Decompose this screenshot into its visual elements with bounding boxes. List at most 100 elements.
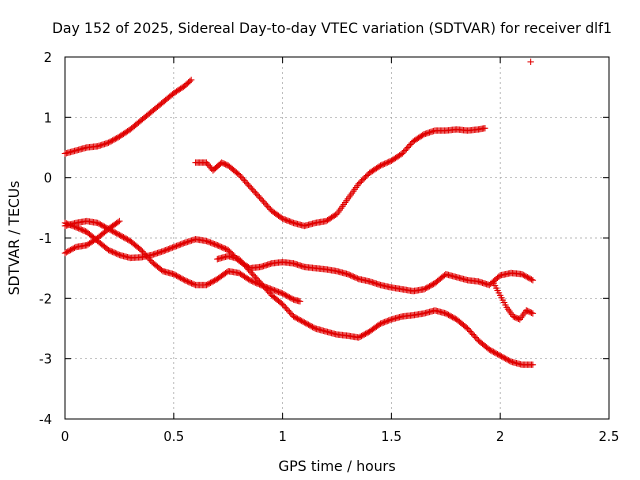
y-tick-label: 1 <box>44 111 52 126</box>
plus-marker <box>358 332 365 340</box>
plus-marker <box>347 272 354 279</box>
plus-marker <box>261 200 269 207</box>
y-tick-label: 0 <box>44 172 52 187</box>
plus-marker <box>249 278 256 285</box>
plus-marker <box>350 273 357 280</box>
plus-marker <box>98 221 105 229</box>
plus-marker <box>400 148 407 156</box>
series-d <box>61 219 537 295</box>
plus-marker <box>362 330 369 337</box>
plus-marker <box>358 177 365 185</box>
plus-marker <box>182 277 190 285</box>
plus-marker <box>495 351 503 359</box>
plus-marker <box>95 220 103 227</box>
plus-marker <box>283 305 290 313</box>
plus-marker <box>163 246 171 253</box>
plus-marker <box>180 276 187 283</box>
plus-marker <box>110 249 118 256</box>
plus-marker <box>112 229 119 236</box>
series-f <box>490 280 537 323</box>
data-points <box>61 58 537 368</box>
plus-marker <box>246 267 254 275</box>
plus-marker <box>346 271 353 279</box>
plus-marker <box>180 240 187 247</box>
x-axis-label: GPS time / hours <box>278 459 395 475</box>
plus-marker <box>259 197 266 204</box>
y-tick-label: -2 <box>39 292 52 307</box>
plus-marker <box>518 271 526 278</box>
plus-marker <box>114 231 122 238</box>
x-tick-labels: 0 0.5 1 1.5 2 2.5 <box>61 430 619 445</box>
plus-marker <box>293 314 300 322</box>
plus-marker <box>248 185 255 192</box>
plus-marker <box>108 137 115 145</box>
plus-marker <box>356 333 364 340</box>
plus-marker <box>528 309 535 317</box>
plus-marker <box>348 272 356 280</box>
plus-marker <box>165 245 172 253</box>
plus-marker <box>68 246 75 253</box>
plus-marker <box>361 175 368 182</box>
plus-marker <box>375 163 383 170</box>
plus-marker <box>407 141 414 148</box>
x-tick-label: 2 <box>496 430 504 445</box>
plus-marker <box>280 216 288 223</box>
plus-marker <box>265 204 273 212</box>
plus-marker <box>264 203 271 210</box>
plus-marker <box>218 243 225 251</box>
plus-marker <box>212 241 220 248</box>
plus-marker <box>498 353 505 360</box>
plus-marker <box>284 217 292 225</box>
plus-marker <box>71 223 78 230</box>
plus-marker <box>344 271 352 278</box>
plus-marker <box>263 201 270 209</box>
plus-marker <box>297 317 304 324</box>
plus-marker <box>352 274 360 282</box>
plus-marker <box>147 257 154 264</box>
plus-marker <box>185 278 192 286</box>
plus-marker <box>203 237 210 245</box>
plus-marker <box>380 319 387 326</box>
plus-marker <box>250 278 258 286</box>
plus-marker <box>162 247 169 254</box>
plus-marker <box>245 182 252 189</box>
plus-marker <box>244 264 251 272</box>
plus-marker <box>215 242 222 250</box>
plus-marker <box>405 142 413 150</box>
plus-marker <box>506 357 513 365</box>
plus-marker <box>241 261 248 269</box>
plus-marker <box>259 281 266 288</box>
plus-marker <box>245 276 252 283</box>
plus-marker <box>245 266 252 273</box>
plus-marker <box>497 352 504 359</box>
plus-marker <box>467 328 474 335</box>
plus-marker <box>261 284 269 291</box>
plus-marker <box>486 346 493 353</box>
series-c <box>61 217 304 305</box>
plus-marker <box>177 241 184 248</box>
plus-marker <box>381 318 388 326</box>
series-g <box>527 58 534 66</box>
plus-marker <box>252 274 259 281</box>
plus-marker <box>446 312 454 319</box>
plus-marker <box>386 158 394 165</box>
plus-marker <box>246 277 254 284</box>
plus-marker <box>426 283 433 290</box>
plus-marker <box>505 356 512 364</box>
plus-marker <box>273 288 281 295</box>
plus-marker <box>472 334 479 341</box>
plus-marker <box>257 280 265 287</box>
plus-marker <box>110 136 118 143</box>
plus-marker <box>301 319 308 326</box>
plus-marker <box>173 242 180 250</box>
plus-marker <box>377 320 384 327</box>
plus-marker <box>264 287 271 294</box>
plus-marker <box>302 320 309 327</box>
plus-marker <box>278 289 285 297</box>
plus-marker <box>442 310 449 317</box>
plus-marker <box>332 211 339 218</box>
plus-marker <box>382 159 390 167</box>
plus-marker <box>238 174 245 181</box>
plus-marker <box>359 176 367 183</box>
